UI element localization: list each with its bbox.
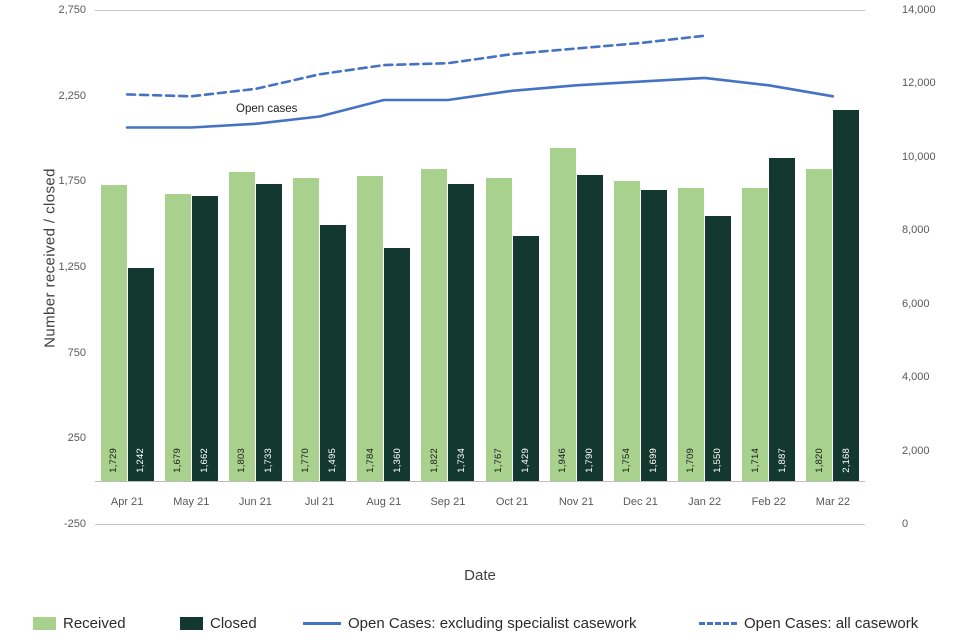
bar-received (806, 169, 833, 482)
bar-received (357, 175, 384, 482)
legend-label: Open Cases: all casework (744, 614, 919, 632)
bar-received (485, 178, 512, 482)
x-axis-tick: Mar 22 (815, 496, 851, 508)
bar-received (421, 169, 448, 482)
x-axis-title: Date (464, 567, 496, 584)
closed-swatch-icon (180, 616, 203, 630)
gridline (95, 10, 865, 11)
bar-closed (448, 184, 475, 482)
x-axis-tick: Aug 21 (366, 496, 402, 508)
bar-received (678, 188, 705, 482)
bar-received (293, 177, 320, 482)
gridline (95, 481, 865, 483)
bar-closed (320, 225, 347, 482)
left-axis-tick: 250 (67, 432, 86, 445)
right-axis-tick: 4,000 (902, 371, 930, 384)
bar-closed (769, 157, 796, 482)
x-axis-tick: Jul 21 (304, 496, 335, 508)
right-axis-tick: 14,000 (902, 4, 936, 16)
left-axis-title: Number received / closed (41, 168, 59, 348)
left-axis-tick: 1,250 (58, 261, 86, 273)
bar-closed (833, 109, 860, 482)
legend-item-received: Received (33, 613, 126, 633)
bar-closed (512, 236, 539, 482)
right-axis-tick: 12,000 (902, 77, 936, 90)
legend-item-closed: Closed (180, 613, 257, 633)
left-axis-tick: -250 (63, 518, 86, 530)
bar-closed (705, 215, 732, 482)
x-axis-tick: Apr 21 (110, 496, 144, 508)
solid-line-icon (303, 621, 341, 625)
bar-closed (384, 248, 411, 482)
left-axis-tick: 1,750 (58, 175, 86, 188)
gridline (95, 524, 865, 525)
x-axis-tick: Jan 22 (688, 496, 722, 508)
legend-item-open-excluding: Open Cases: excluding specialist casewor… (303, 613, 636, 633)
x-axis-tick: Nov 21 (558, 496, 594, 508)
line-layer (125, 34, 835, 129)
received-swatch-icon (33, 616, 56, 630)
x-axis-tick: Dec 21 (622, 496, 658, 508)
bar-closed (576, 174, 603, 482)
left-axis-tick: 2,250 (58, 89, 86, 102)
bar-received (100, 184, 127, 482)
right-axis-tick: 2,000 (902, 444, 930, 457)
open-cases-line-solid (125, 76, 835, 129)
bar-closed (255, 184, 282, 482)
x-axis-tick: Feb 22 (751, 496, 786, 508)
chart-legend: Received Closed Open Cases: excluding sp… (0, 613, 960, 639)
dashed-line-icon (699, 621, 737, 625)
legend-label: Closed (210, 614, 257, 632)
x-axis-tick: May 21 (173, 496, 210, 508)
right-axis-tick: 10,000 (902, 150, 936, 163)
x-axis-tick: Sep 21 (430, 496, 466, 508)
bar-closed (191, 196, 218, 482)
bar-received (613, 180, 640, 482)
right-axis-tick: 0 (902, 518, 909, 530)
legend-label: Received (63, 614, 126, 632)
bar-received (549, 147, 576, 482)
legend-label: Open Cases: excluding specialist casewor… (348, 614, 637, 632)
left-axis-tick: 750 (67, 346, 86, 359)
open-cases-annotation: Open cases (236, 103, 298, 115)
bar-received (742, 187, 769, 482)
bar-received (228, 172, 255, 482)
right-axis-tick: 8,000 (902, 224, 930, 237)
plot-area: 1,729 1,679 1,803 1,770 1,784 1,822 1,767 1,946… (95, 10, 865, 525)
right-axis-tick: 6,000 (902, 297, 930, 310)
left-axis-tick: 2,750 (58, 4, 86, 16)
x-axis-tick: Jun 21 (238, 496, 272, 508)
bar-closed (640, 190, 667, 482)
open-cases-line-dashed (125, 34, 706, 98)
legend-item-open-all: Open Cases: all casework (699, 613, 918, 633)
bar-closed (127, 268, 154, 482)
x-axis-tick: Oct 21 (495, 496, 529, 508)
bar-received (164, 193, 191, 482)
